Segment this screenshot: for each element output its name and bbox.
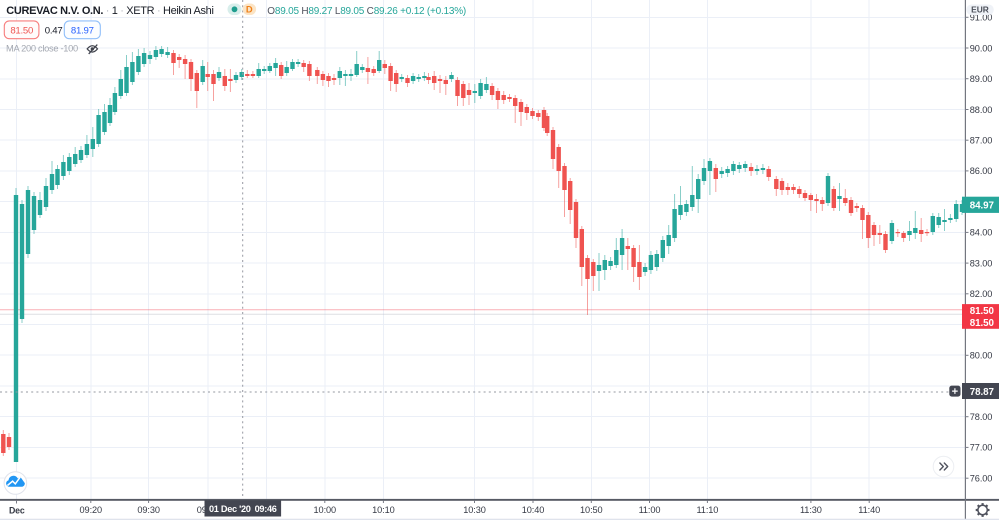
svg-text:76.00: 76.00 xyxy=(970,474,993,484)
svg-text:81.97: 81.97 xyxy=(71,25,94,36)
svg-text:80.00: 80.00 xyxy=(970,351,993,361)
svg-text:09:46: 09:46 xyxy=(255,504,277,514)
svg-text:83.00: 83.00 xyxy=(970,258,993,268)
svg-text:EUR: EUR xyxy=(971,4,989,14)
svg-text:81.50: 81.50 xyxy=(970,306,995,317)
svg-text:86.00: 86.00 xyxy=(970,166,993,176)
svg-text:10:10: 10:10 xyxy=(372,505,395,515)
svg-text:77.00: 77.00 xyxy=(970,443,993,453)
svg-text:MA 200 close -100: MA 200 close -100 xyxy=(6,44,78,54)
svg-text:89.00: 89.00 xyxy=(970,74,993,84)
svg-text:D: D xyxy=(246,4,253,15)
svg-text:O89.05 H89.27 L89.05 C89.26 +0: O89.05 H89.27 L89.05 C89.26 +0.12 (+0.13… xyxy=(267,6,466,17)
svg-text:84.97: 84.97 xyxy=(970,201,995,212)
svg-text:11:10: 11:10 xyxy=(696,505,718,515)
svg-text:CUREVAC N.V. O.N. · 1 · XETR ·: CUREVAC N.V. O.N. · 1 · XETR · Heikin As… xyxy=(6,5,213,17)
svg-text:10:50: 10:50 xyxy=(580,505,603,515)
svg-text:11:40: 11:40 xyxy=(858,505,880,515)
svg-text:09:20: 09:20 xyxy=(80,505,103,515)
svg-text:81.50: 81.50 xyxy=(10,25,33,36)
svg-text:10:00: 10:00 xyxy=(314,505,337,515)
svg-text:11:30: 11:30 xyxy=(800,505,822,515)
svg-text:78.87: 78.87 xyxy=(970,387,995,398)
svg-text:91.00: 91.00 xyxy=(970,13,993,23)
svg-text:84.00: 84.00 xyxy=(970,228,993,238)
svg-text:87.00: 87.00 xyxy=(970,136,993,146)
svg-text:09:30: 09:30 xyxy=(137,505,160,515)
svg-text:81.50: 81.50 xyxy=(970,318,995,329)
svg-text:90.00: 90.00 xyxy=(970,43,993,53)
svg-text:0.47: 0.47 xyxy=(45,25,63,36)
svg-text:82.00: 82.00 xyxy=(970,289,993,299)
svg-text:10:40: 10:40 xyxy=(522,505,545,515)
svg-text:10:30: 10:30 xyxy=(463,505,486,515)
svg-text:88.00: 88.00 xyxy=(970,105,993,115)
svg-text:78.00: 78.00 xyxy=(970,412,993,422)
svg-text:01 Dec '20: 01 Dec '20 xyxy=(209,504,251,514)
svg-text:11:00: 11:00 xyxy=(639,505,661,515)
svg-text:Dec: Dec xyxy=(9,505,25,515)
